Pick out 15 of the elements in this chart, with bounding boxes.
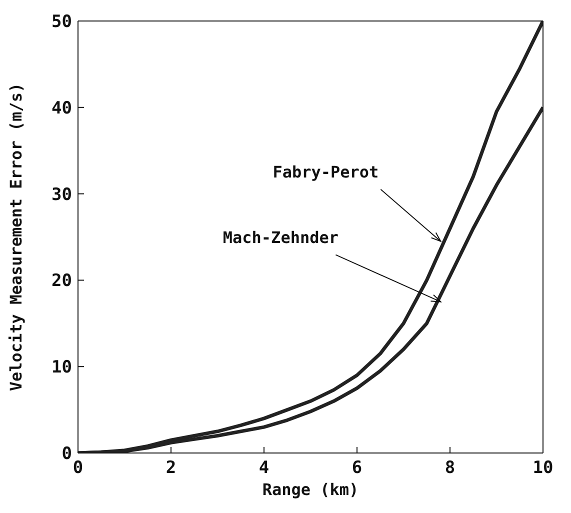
x-tick-label: 8 (444, 458, 456, 478)
x-tick-label: 2 (166, 458, 176, 478)
y-tick-label: 40 (52, 98, 72, 118)
y-tick-label: 0 (62, 444, 72, 464)
y-tick-label: 30 (52, 184, 72, 205)
x-tick-label: 4 (258, 458, 270, 478)
y-tick-label: 10 (52, 358, 72, 378)
annotation: Mach-Zehnder (222, 228, 338, 247)
y-tick-label: 20 (52, 271, 72, 292)
x-tick-label: 10 (532, 458, 554, 478)
y-tick-label: 50 (52, 12, 72, 32)
annotation: Fabry-Perot (272, 162, 379, 182)
y-axis-title: Velocity Measurement Error (m/s) (6, 82, 26, 392)
x-axis-title: Range (km) (262, 480, 359, 499)
x-tick-label: 6 (352, 458, 362, 478)
